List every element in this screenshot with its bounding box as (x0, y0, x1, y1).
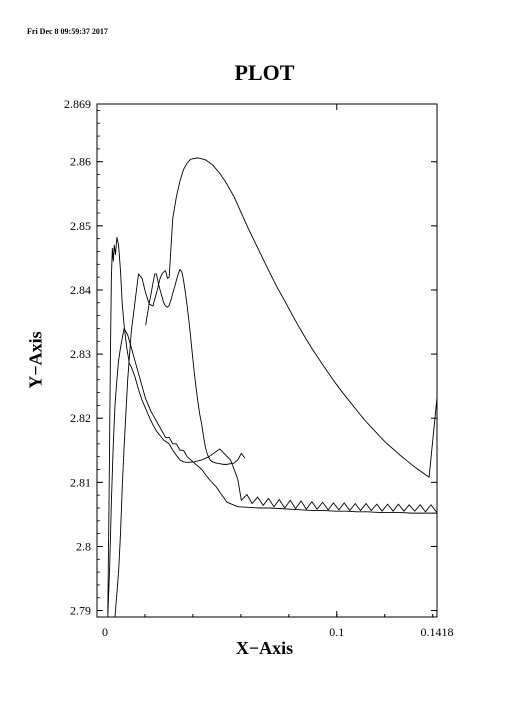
chart-title: PLOT (234, 60, 295, 85)
tick-marks (96, 103, 438, 617)
x-tick-label: 0 (102, 625, 108, 639)
series-line-2 (107, 236, 437, 614)
y-tick-label: 2.83 (70, 347, 91, 361)
y-tick-label: 2.79 (70, 604, 91, 618)
series-line-4 (145, 268, 246, 465)
plot-frame (96, 103, 438, 618)
x-axis-label: X−Axis (235, 638, 294, 658)
series-line-1 (107, 327, 437, 618)
series-lines (107, 157, 438, 618)
y-tick-label: 2.82 (70, 411, 91, 425)
y-tick-label: 2.8 (76, 539, 91, 553)
timestamp: Fri Dec 8 09:59:37 2017 (27, 27, 108, 36)
tick-labels: 2.79 2.8 2.81 2.82 2.83 2.84 2.85 2.86 2.869 0 0.1… (64, 97, 454, 639)
series-line-3 (114, 157, 438, 618)
y-tick-label: 2.86 (70, 155, 91, 169)
y-tick-label: 2.81 (70, 475, 91, 489)
y-tick-label: 2.84 (70, 283, 91, 297)
y-tick-label: 2.869 (64, 97, 91, 111)
y-tick-label: 2.85 (70, 219, 91, 233)
x-tick-label: 0.1418 (421, 625, 454, 639)
x-tick-label: 0.1 (329, 625, 344, 639)
